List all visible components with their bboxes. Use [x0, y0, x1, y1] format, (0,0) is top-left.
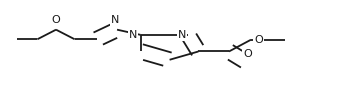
Text: O: O: [52, 15, 61, 25]
Text: O: O: [243, 49, 252, 59]
Text: O: O: [254, 35, 263, 45]
Text: N: N: [111, 15, 120, 25]
Text: N: N: [129, 30, 137, 40]
Text: N: N: [178, 30, 186, 40]
